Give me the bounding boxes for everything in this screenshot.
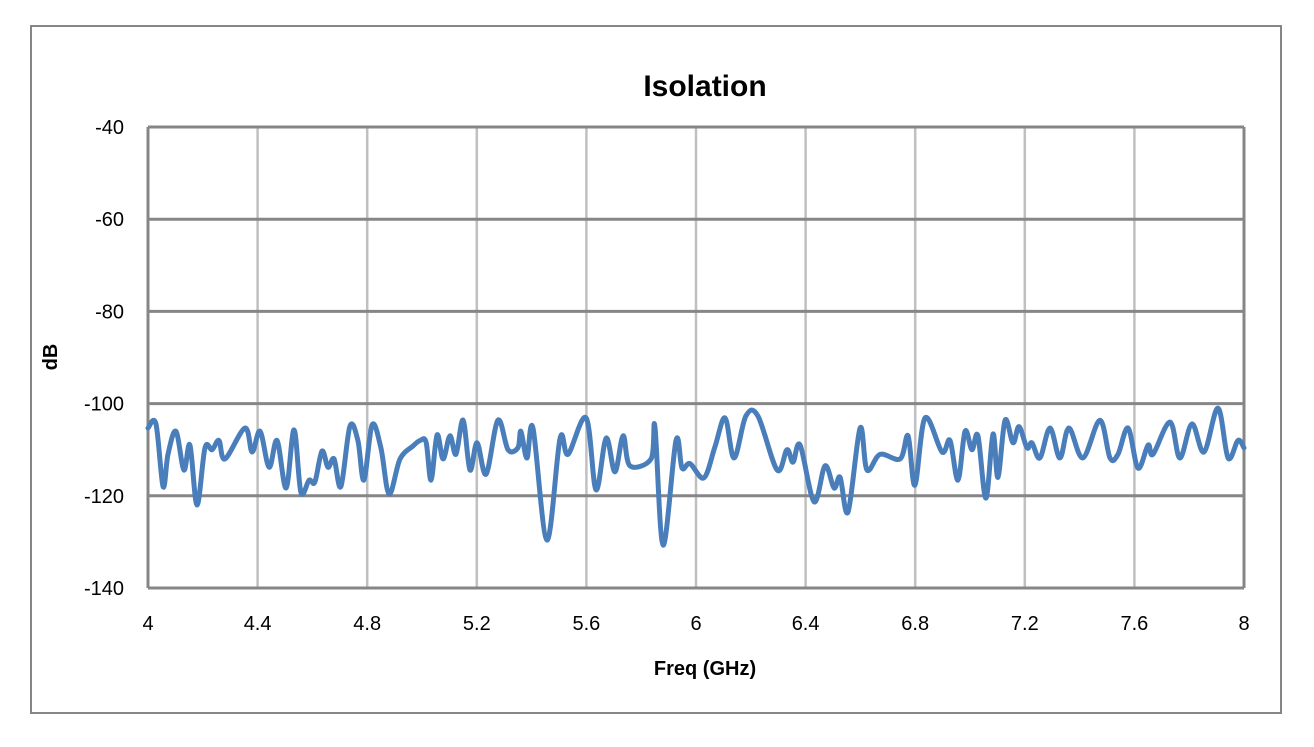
x-tick-label: 6.8: [901, 613, 929, 635]
chart-frame: [30, 25, 1282, 714]
x-tick-label: 7.6: [1120, 613, 1148, 635]
y-tick-label: -100: [84, 394, 124, 416]
x-axis-label: Freq (GHz): [654, 658, 756, 680]
x-tick-label: 6.4: [792, 613, 820, 635]
x-tick-label: 6: [690, 613, 701, 635]
chart-title: Isolation: [643, 70, 766, 103]
x-tick-label: 7.2: [1011, 613, 1039, 635]
y-tick-label: -40: [95, 117, 124, 139]
x-tick-label: 8: [1238, 613, 1249, 635]
x-tick-label: 4.4: [244, 613, 272, 635]
x-tick-label: 4.8: [353, 613, 381, 635]
y-tick-label: -60: [95, 209, 124, 231]
x-tick-label: 5.2: [463, 613, 491, 635]
x-tick-label: 4: [142, 613, 153, 635]
x-tick-label: 5.6: [572, 613, 600, 635]
y-axis-label: dB: [40, 344, 62, 371]
series-line: [145, 405, 1247, 548]
y-tick-label: -80: [95, 301, 124, 323]
y-tick-label: -140: [84, 578, 124, 600]
y-tick-label: -120: [84, 486, 124, 508]
